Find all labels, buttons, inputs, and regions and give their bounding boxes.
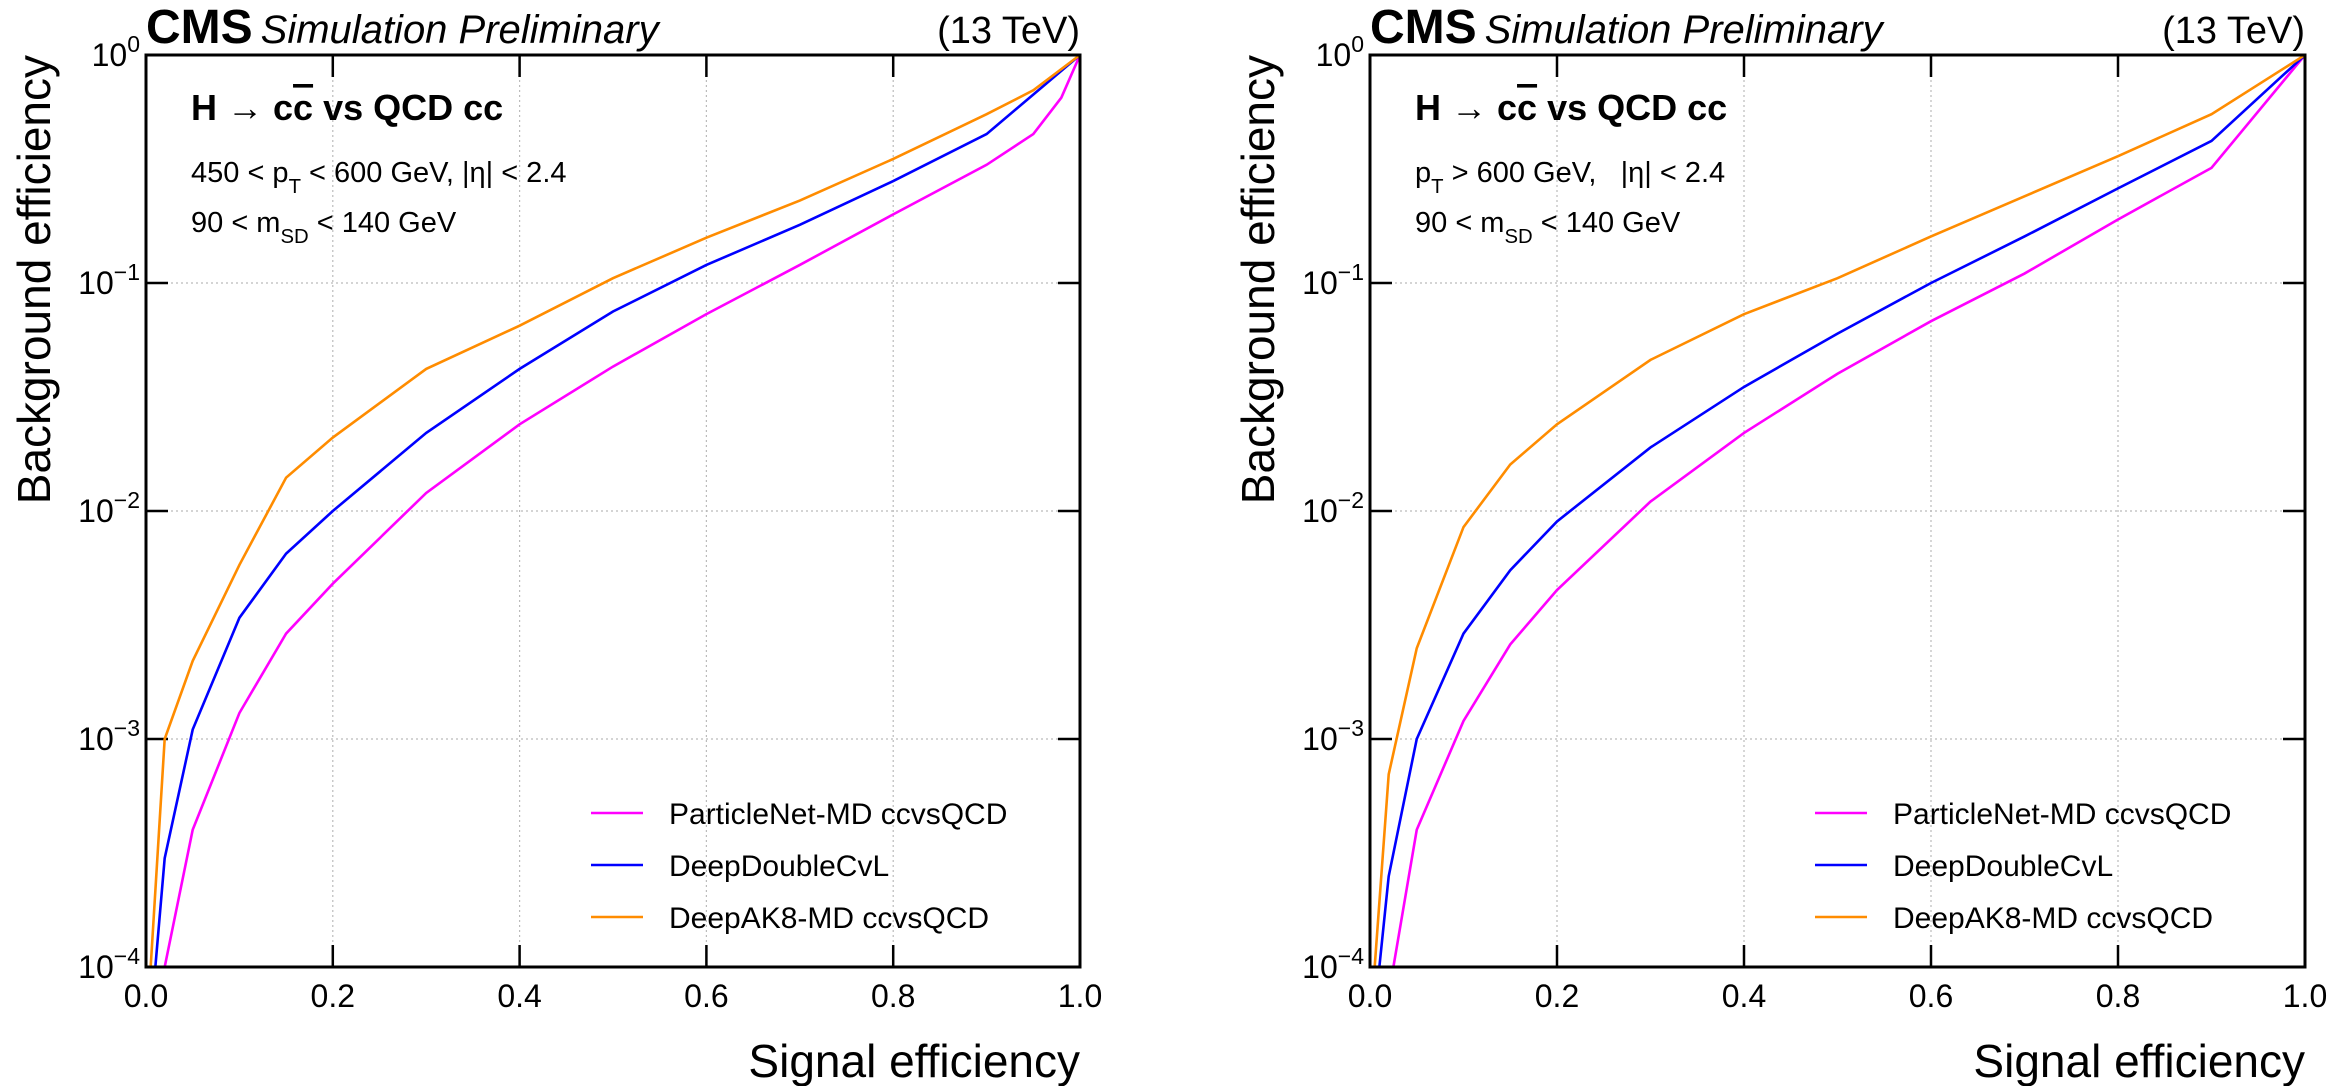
text-run: c bbox=[1517, 87, 1537, 128]
roc-curve bbox=[1392, 55, 2305, 967]
x-tick-label: 0.4 bbox=[1722, 978, 1766, 1014]
legend-label: DeepDoubleCvL bbox=[1893, 850, 2113, 883]
x-tick-label: 1.0 bbox=[2283, 978, 2327, 1014]
legend-label: ParticleNet-MD ccvsQCD bbox=[669, 798, 1007, 831]
y-tick-label: 100 bbox=[92, 31, 140, 73]
roc-curve bbox=[154, 55, 1080, 967]
text-run: SD bbox=[280, 226, 308, 248]
text-run: H → c bbox=[1415, 87, 1517, 128]
header: CMS Simulation Preliminary bbox=[1370, 1, 1886, 54]
x-tick-label: 0.4 bbox=[497, 978, 541, 1014]
text-run: H → c bbox=[191, 87, 293, 128]
roc-curve bbox=[149, 55, 1080, 967]
legend-label: DeepDoubleCvL bbox=[669, 850, 889, 883]
text-run: 90 < m bbox=[191, 207, 280, 239]
plot-frame bbox=[144, 53, 1082, 969]
text-run: 90 < m bbox=[1415, 207, 1504, 239]
y-axis-label: Background efficiency bbox=[8, 55, 60, 504]
x-tick-label: 0.8 bbox=[2096, 978, 2140, 1014]
y-tick-label: 10−2 bbox=[1302, 487, 1364, 529]
text-run: > 600 GeV, |η| < 2.4 bbox=[1444, 157, 1726, 189]
roc-curve bbox=[1378, 55, 2305, 967]
roc-curve bbox=[163, 55, 1080, 967]
x-tick-label: 0.6 bbox=[684, 978, 728, 1014]
y-tick-label: 10−4 bbox=[78, 943, 140, 985]
header: CMS Simulation Preliminary bbox=[146, 1, 662, 54]
y-tick-label: 10−2 bbox=[78, 487, 140, 529]
y-axis-label: Background efficiency bbox=[1232, 55, 1284, 504]
y-tick-label: 10−1 bbox=[1302, 259, 1364, 301]
text-run: < 600 GeV, |η| < 2.4 bbox=[301, 157, 567, 189]
text-run: < 140 GeV bbox=[1533, 207, 1681, 239]
text-run: < 140 GeV bbox=[309, 207, 457, 239]
x-tick-label: 0.2 bbox=[311, 978, 355, 1014]
x-tick-label: 0.2 bbox=[1535, 978, 1579, 1014]
energy: (13 TeV) bbox=[2162, 10, 2305, 52]
y-tick-label: 10−4 bbox=[1302, 943, 1364, 985]
x-axis-label: Signal efficiency bbox=[1973, 1035, 2305, 1086]
chart: 10−4 10−3 10−2 10−1 100 0.0 0.2 0.4 0.6 0.8 1.0 CMS… bbox=[1232, 1, 2327, 1086]
chart: 10−4 10−3 10−2 10−1 100 0.0 0.2 0.4 0.6 0.8 1.0 CMS… bbox=[8, 1, 1102, 1086]
legend-label: DeepAK8-MD ccvsQCD bbox=[1893, 902, 2213, 935]
text-run: vs QCD cc bbox=[1537, 87, 1727, 128]
text-run: T bbox=[289, 176, 301, 198]
subtitle: Simulation Preliminary bbox=[261, 8, 662, 52]
legend-label: DeepAK8-MD ccvsQCD bbox=[669, 902, 989, 935]
y-tick-label: 10−3 bbox=[78, 715, 140, 757]
brand: CMS bbox=[1370, 1, 1477, 54]
text-run: T bbox=[1431, 176, 1443, 198]
x-tick-label: 0.6 bbox=[1909, 978, 1953, 1014]
energy: (13 TeV) bbox=[937, 10, 1080, 52]
x-axis-label: Signal efficiency bbox=[748, 1035, 1080, 1086]
brand: CMS bbox=[146, 1, 253, 54]
text-run: c bbox=[293, 87, 313, 128]
legend-label: ParticleNet-MD ccvsQCD bbox=[1893, 798, 2231, 831]
annotation: 90 < mSD < 140 GeV bbox=[1415, 207, 1681, 248]
y-tick-label: 100 bbox=[1316, 31, 1364, 73]
annotation: 450 < pT < 600 GeV, |η| < 2.4 bbox=[191, 157, 567, 198]
text-run: p bbox=[1415, 157, 1431, 189]
x-tick-label: 0.0 bbox=[124, 978, 168, 1014]
subtitle: Simulation Preliminary bbox=[1485, 8, 1886, 52]
annotation: pT > 600 GeV, |η| < 2.4 bbox=[1415, 157, 1725, 198]
x-tick-label: 0.0 bbox=[1348, 978, 1392, 1014]
text-run: vs QCD cc bbox=[313, 87, 503, 128]
x-tick-label: 1.0 bbox=[1058, 978, 1102, 1014]
roc-curve bbox=[1373, 55, 2305, 967]
text-run: SD bbox=[1504, 226, 1532, 248]
process-label: H → cc vs QCD cc bbox=[1415, 87, 1727, 128]
annotation: 90 < mSD < 140 GeV bbox=[191, 207, 457, 248]
process-label: H → cc vs QCD cc bbox=[191, 87, 503, 128]
y-tick-label: 10−1 bbox=[78, 259, 140, 301]
text-run: 450 < p bbox=[191, 157, 289, 189]
x-tick-label: 0.8 bbox=[871, 978, 915, 1014]
y-tick-label: 10−3 bbox=[1302, 715, 1364, 757]
plot-frame bbox=[1368, 53, 2307, 969]
